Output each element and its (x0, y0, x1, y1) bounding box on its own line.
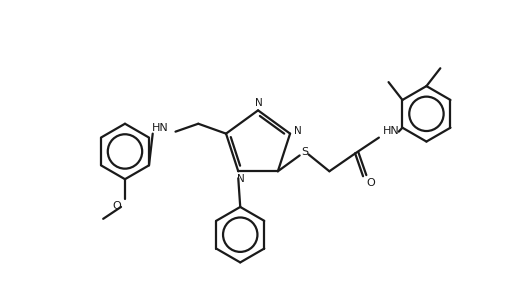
Text: O: O (366, 178, 375, 188)
Text: N: N (294, 126, 302, 136)
Text: HN: HN (383, 126, 400, 136)
Text: S: S (301, 147, 308, 157)
Text: O: O (112, 201, 121, 211)
Text: N: N (255, 99, 263, 108)
Text: HN: HN (152, 123, 168, 133)
Text: N: N (238, 174, 245, 184)
